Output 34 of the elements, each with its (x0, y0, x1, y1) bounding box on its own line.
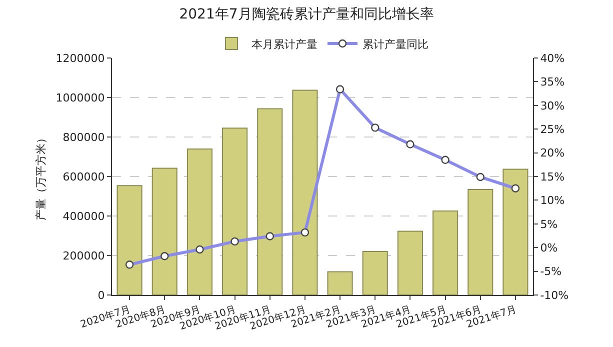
bar (432, 210, 458, 295)
y2-tick-label: -5% (540, 265, 562, 278)
y2-tick-label: 5% (540, 218, 558, 231)
y2-tick-label: 30% (540, 99, 565, 112)
y-tick-label: 600000 (62, 170, 105, 184)
y-tick-label: 400000 (62, 210, 105, 223)
y-axis-title: 产量（万平方米） (34, 132, 48, 220)
y2-tick-label: -10% (540, 288, 569, 302)
y-tick-label: 800000 (62, 130, 105, 144)
chart-title: 2021年7月陶瓷砖累计产量和同比增长率 (179, 6, 434, 22)
y-tick-label: 0 (98, 288, 105, 302)
y2-tick-label: 10% (540, 194, 565, 208)
bar (327, 271, 353, 295)
bar (468, 189, 494, 295)
bar (222, 128, 248, 295)
bar (292, 90, 318, 295)
bar (186, 148, 212, 295)
y-tick-label: 200000 (62, 249, 105, 262)
y2-tick-label: 0% (540, 241, 558, 254)
bar (502, 168, 528, 295)
bar (257, 108, 283, 295)
y-tick-label: 1000000 (56, 91, 105, 104)
y2-tick-label: 20% (540, 146, 565, 160)
bar (362, 251, 388, 295)
y2-tick-label: 35% (540, 76, 565, 89)
legend-label: 累计产量同比 (362, 38, 428, 51)
bar (116, 185, 142, 295)
y2-tick-label: 25% (540, 122, 565, 136)
y2-tick-label: 15% (540, 170, 565, 184)
legend-label: 本月累计产量 (252, 38, 318, 51)
y2-tick-label: 40% (540, 52, 565, 65)
bar (397, 230, 423, 295)
bar (152, 168, 178, 295)
y-tick-label: 1200000 (56, 52, 105, 65)
